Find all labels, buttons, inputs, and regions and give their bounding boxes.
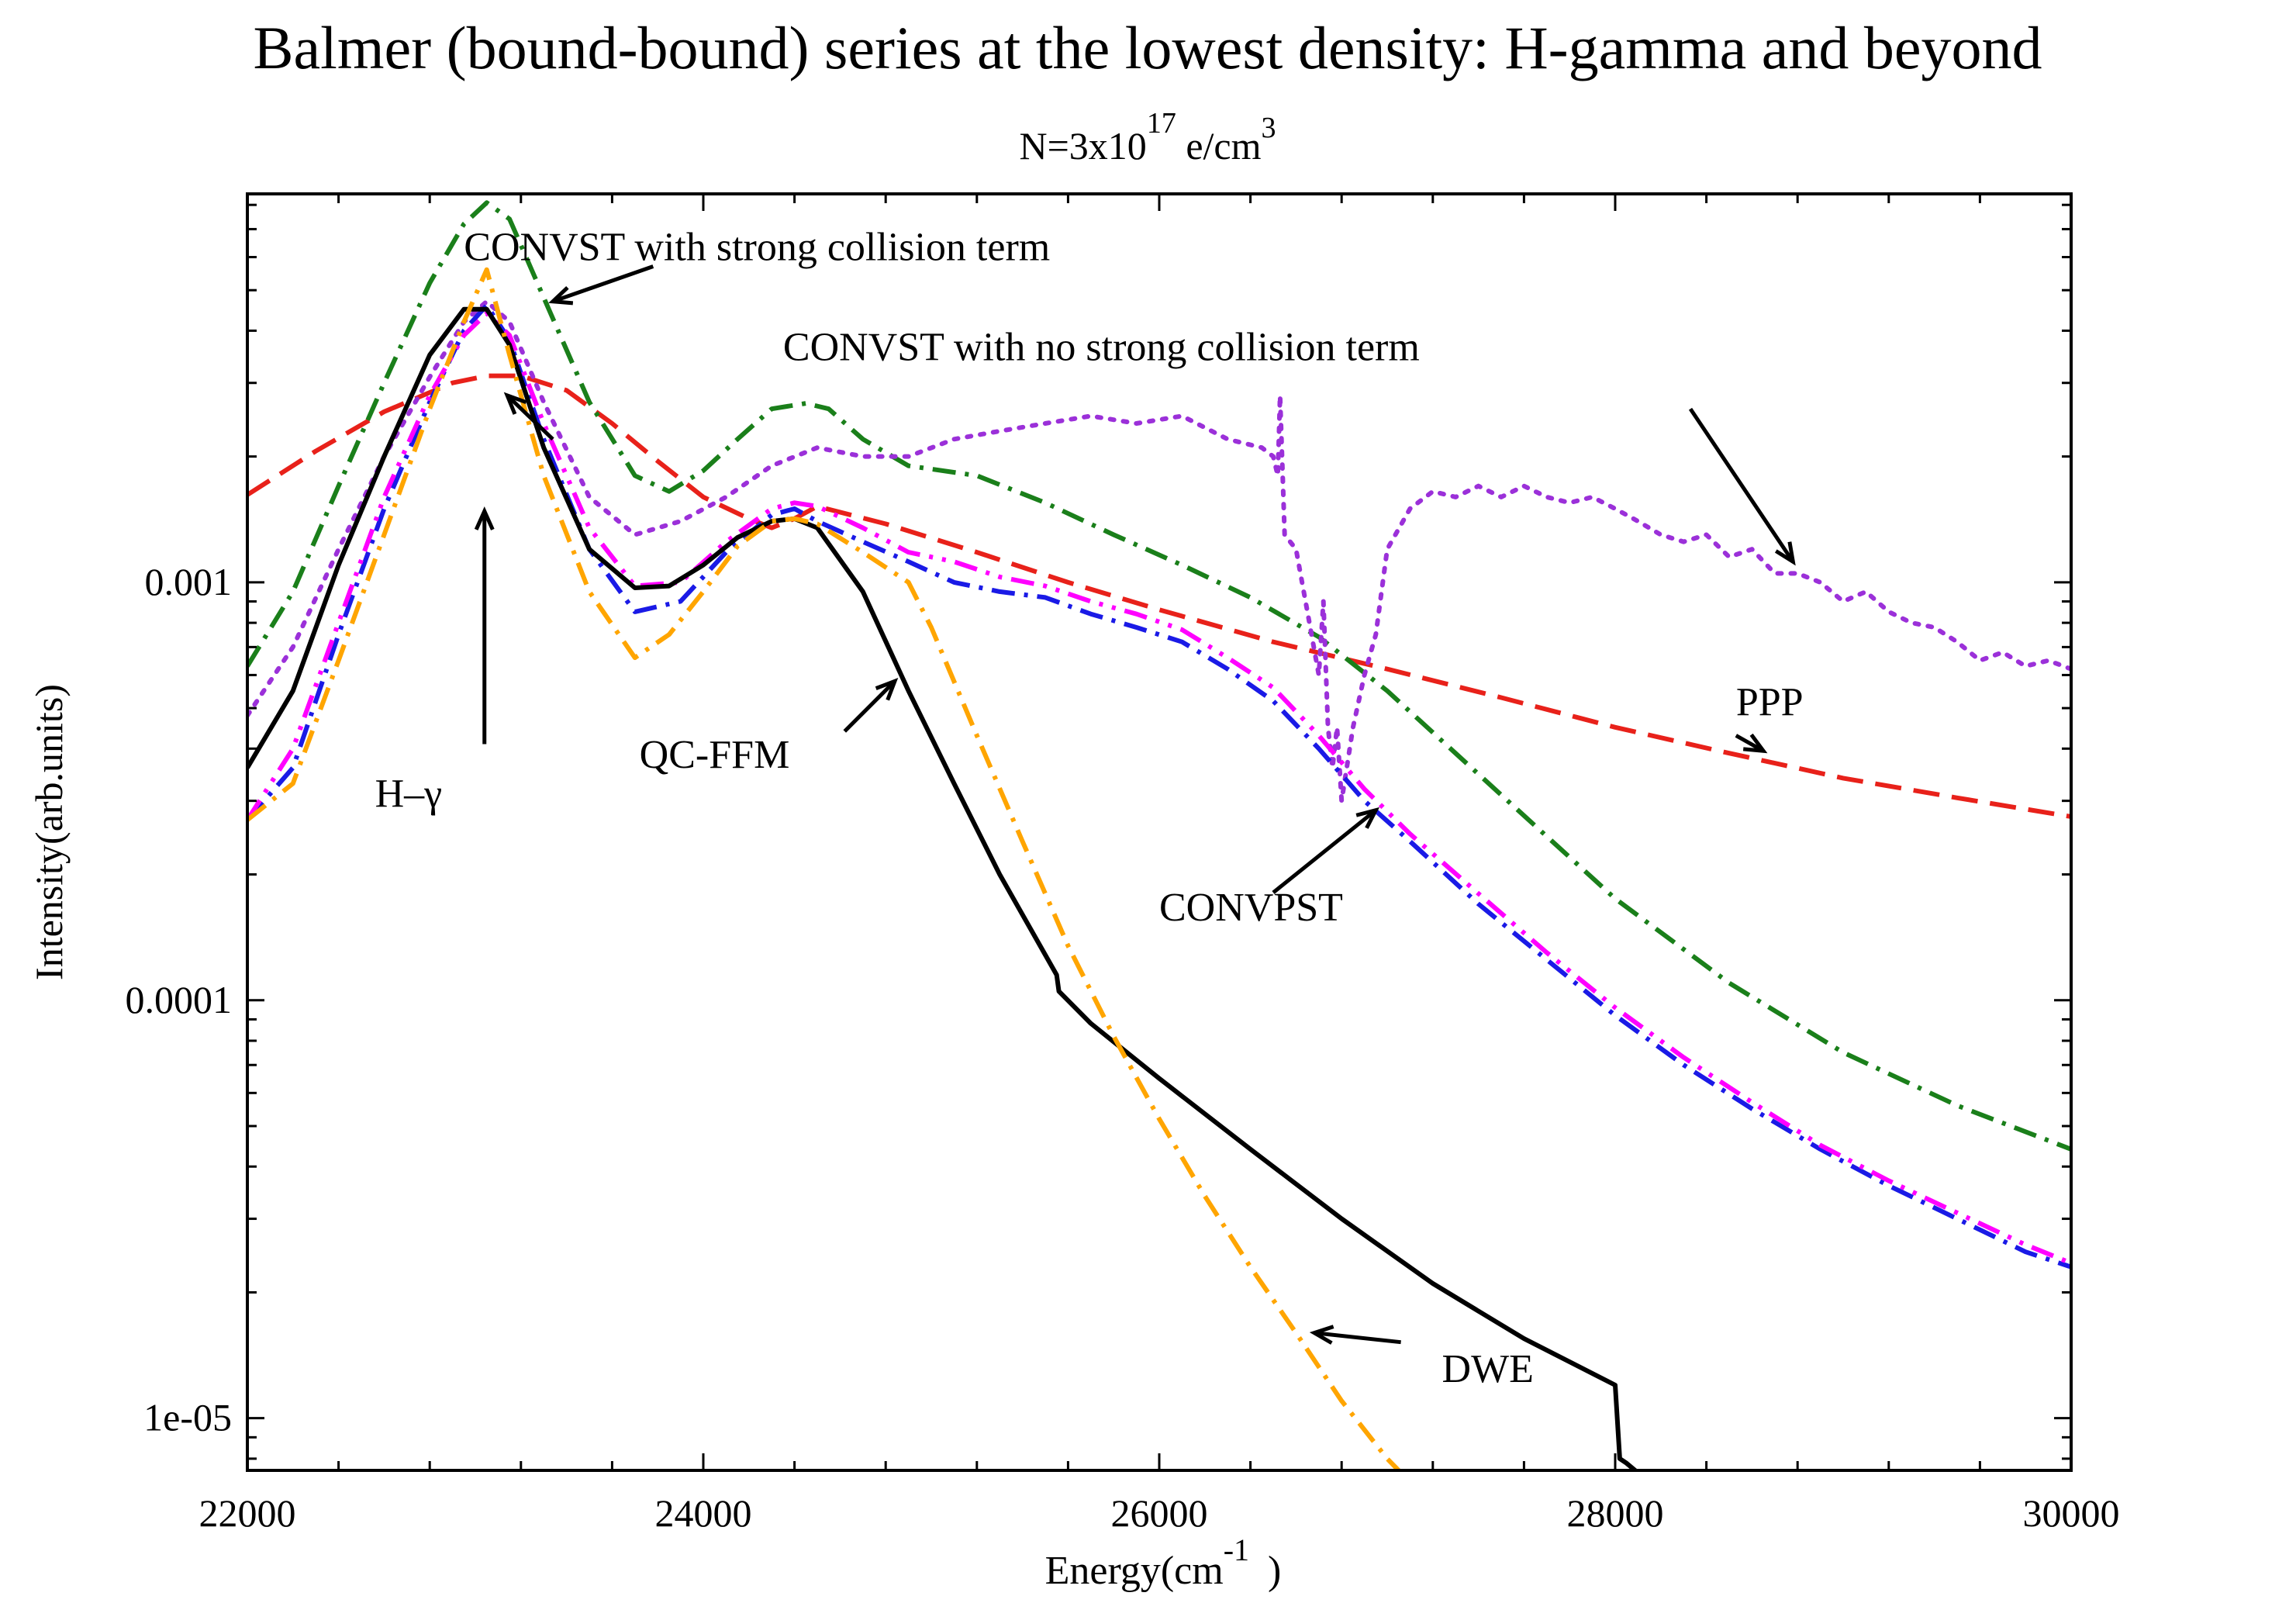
x-axis-label-exponent: -1: [1224, 1532, 1249, 1567]
annotation-arrow: [1272, 808, 1377, 894]
y-axis-label: Intensity(arb.units): [27, 684, 71, 980]
subtitle-exponent: 17: [1147, 107, 1176, 140]
x-axis-label: Energy(cm-1): [1045, 1532, 1282, 1593]
series-line-4: [247, 311, 2071, 1266]
annotation-arrowhead: [875, 678, 899, 701]
series-line-3: [247, 302, 2071, 1270]
annotation-arrowhead: [548, 286, 574, 306]
y-tick-label: 1e-05: [143, 1396, 232, 1439]
series-line-6: [247, 267, 1400, 1470]
series-layer: [247, 200, 2071, 1470]
annotation-arrowhead: [1309, 1325, 1334, 1345]
subtitle-unit-exponent: 3: [1261, 112, 1276, 144]
annotation-arrowhead: [1774, 541, 1796, 566]
annotation-arrow: [843, 679, 896, 733]
annotation-layer: CONVST with strong collision term CONVST …: [375, 225, 1804, 1391]
series-line-1: [247, 200, 2071, 1152]
annotation-label: DWE: [1442, 1347, 1534, 1391]
annotation-label: CONVST with strong collision term: [464, 225, 1050, 269]
annotation-arrowhead: [1355, 807, 1380, 829]
annotation-arrow: [506, 394, 554, 441]
annotation-arrowhead: [1742, 733, 1768, 754]
annotation-label: H–γ: [375, 772, 443, 817]
series-line-0: [247, 373, 2071, 819]
annotation-arrow: [552, 264, 654, 304]
x-axis-label-tail: ): [1268, 1549, 1281, 1593]
x-tick-label: 22000: [199, 1491, 296, 1535]
chart-subtitle: N=3x1017 e/cm3: [1020, 107, 1276, 168]
series-line-5: [247, 306, 1639, 1470]
annotation-label: PPP: [1736, 681, 1804, 725]
x-tick-label: 30000: [2023, 1491, 2120, 1535]
x-tick-label: 26000: [1111, 1491, 1208, 1535]
y-tick-label: 0.001: [145, 560, 233, 603]
chart-title: Balmer (bound-bound) series at the lowes…: [254, 14, 2042, 81]
annotation-arrow: [1735, 734, 1765, 753]
x-tick-label: 24000: [655, 1491, 752, 1535]
x-axis-label-base: Energy(cm: [1045, 1549, 1224, 1593]
annotation-label: CONVST with no strong collision term: [783, 325, 1420, 369]
tick-layer: 22000 24000 26000 28000 30000 1e-05 0.0001 0.00…: [126, 194, 2120, 1535]
annotation-arrow: [1688, 407, 1795, 563]
annotation-arrowhead: [503, 392, 527, 415]
subtitle-base: N=3x10: [1020, 124, 1147, 168]
annotation-label: QC-FFM: [640, 733, 790, 777]
series-line-2: [247, 299, 2071, 803]
annotation-label: CONVPST: [1159, 886, 1343, 930]
annotation-arrowhead: [474, 506, 495, 530]
subtitle-unit: e/cm: [1176, 124, 1262, 168]
x-tick-label: 28000: [1567, 1491, 1664, 1535]
y-tick-label: 0.0001: [126, 978, 233, 1021]
annotation-arrow: [1314, 1331, 1401, 1345]
